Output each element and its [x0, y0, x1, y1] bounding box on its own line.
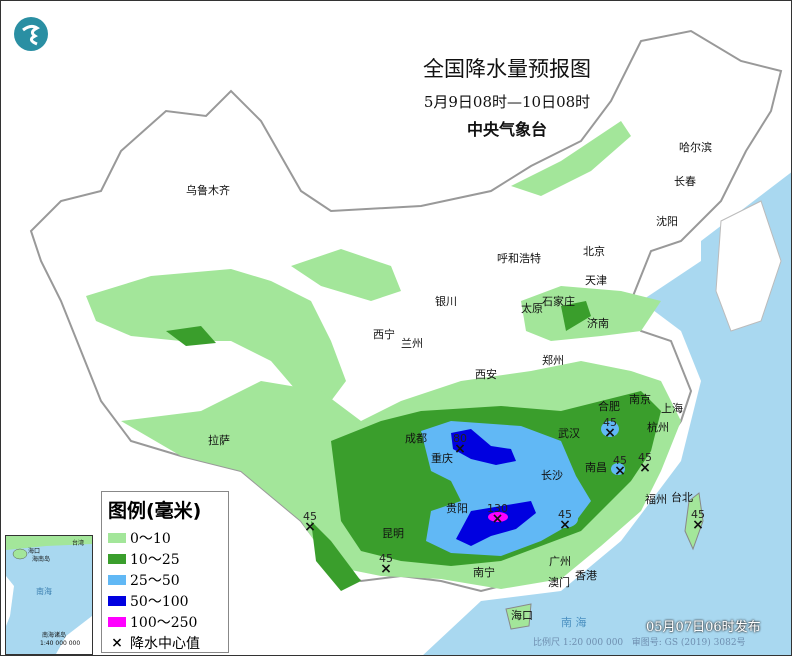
city-label: 南京 — [629, 393, 651, 406]
city-label: 广州 — [549, 555, 571, 568]
rain-center: 45 × — [379, 552, 393, 577]
city-label: 西宁 — [373, 328, 395, 341]
taiwan-island — [684, 492, 704, 551]
sea — [423, 172, 791, 655]
city-label: 银川 — [435, 295, 457, 308]
agency: 中央气象台 — [466, 120, 547, 139]
x-marker-icon: × — [111, 634, 123, 651]
city-label: 南宁 — [473, 566, 495, 579]
x-marker-icon: × — [304, 519, 316, 535]
rain-0-10-northeast — [511, 121, 631, 196]
city-label: 沈阳 — [656, 215, 678, 228]
rain-0-10-west — [86, 269, 346, 401]
city-label: 呼和浩特 — [497, 252, 541, 265]
x-marker-icon: × — [604, 425, 616, 441]
city-label: 福州 — [645, 493, 667, 506]
inset-label: 南海诸岛 — [42, 632, 67, 639]
city-label: 海口 — [511, 609, 533, 622]
legend: 图例(毫米) 0～10 10～25 25～50 50～100 100～250 ×… — [101, 491, 229, 653]
scale-note: 比例尺 1:20 000 000 审图号: GS (2019) 3082号 — [533, 638, 746, 648]
city-label: 长春 — [674, 175, 696, 188]
rain-25-50-patch — [611, 463, 625, 475]
inset-label: 海口 — [28, 548, 41, 555]
rain-center: 45 × — [691, 508, 705, 533]
south-china-sea-inset: 海口 海南岛 台湾 南海 南海诸岛 1:40 000 000 — [5, 535, 93, 655]
city-label: 重庆 — [431, 452, 453, 465]
x-marker-icon: × — [491, 511, 504, 527]
legend-item: 10～25 — [108, 548, 222, 569]
rain-center: 45 × — [303, 510, 317, 535]
city-label: 长沙 — [541, 469, 563, 482]
inset-label: 台湾 — [72, 540, 85, 547]
city-label: 济南 — [587, 317, 609, 330]
rain-25-50-patch — [601, 421, 619, 437]
korea-peninsula — [715, 200, 782, 332]
cma-logo — [13, 16, 49, 52]
city-label: 郑州 — [542, 354, 564, 367]
city-label: 石家庄 — [542, 295, 575, 308]
rain-25-50-patch — [550, 510, 578, 528]
legend-item: × 降水中心值 — [108, 632, 222, 653]
city-label: 杭州 — [647, 421, 669, 434]
x-marker-icon: × — [454, 441, 466, 457]
city-label: 武汉 — [558, 427, 580, 440]
city-label: 贵阳 — [446, 502, 468, 515]
city-label: 南昌 — [585, 461, 607, 474]
city-label: 上海 — [661, 402, 683, 415]
rain-100-250 — [488, 512, 508, 522]
city-label: 天津 — [585, 274, 607, 287]
rain-center: 45 × — [603, 416, 617, 441]
inset-label: 1:40 000 000 — [40, 640, 81, 647]
hainan-island — [505, 603, 532, 630]
x-marker-icon: × — [614, 463, 626, 479]
inset-label: 南海 — [36, 587, 52, 596]
rain-10-25-west — [166, 326, 216, 346]
city-label: 台北 — [671, 491, 693, 504]
city-label: 乌鲁木齐 — [186, 184, 230, 197]
rain-center: 45 × — [613, 454, 627, 479]
rain-50-100-south — [456, 501, 536, 546]
rain-0-10-north — [291, 249, 401, 301]
x-marker-icon: × — [692, 517, 704, 533]
legend-item: 100～250 — [108, 611, 222, 632]
city-label: 香港 — [575, 569, 597, 582]
city-label: 兰州 — [401, 337, 423, 350]
rain-10-25-north — [561, 301, 591, 331]
city-label: 太原 — [521, 302, 543, 315]
rain-center: 45 × — [558, 508, 572, 533]
rain-50-100-north — [451, 429, 516, 465]
map-title: 全国降水量预报图 — [423, 57, 591, 81]
city-label: 昆明 — [382, 527, 404, 540]
city-label: 合肥 — [598, 400, 620, 413]
x-marker-icon: × — [639, 460, 651, 476]
forecast-period: 5月9日08时—10日08时 — [423, 93, 591, 111]
rain-0-10-shandong — [521, 286, 661, 341]
rain-10-25-southwest — [311, 521, 361, 591]
inset-label: 海南岛 — [32, 556, 51, 563]
x-marker-icon: × — [559, 517, 571, 533]
legend-title: 图例(毫米) — [108, 500, 202, 522]
legend-item: 25～50 — [108, 569, 222, 590]
city-label: 北京 — [583, 245, 605, 258]
city-label: 拉萨 — [208, 434, 230, 447]
rain-center: 80 × — [453, 432, 467, 457]
city-label: 澳门 — [548, 576, 570, 589]
legend-item: 50～100 — [108, 590, 222, 611]
legend-item: 0～10 — [108, 527, 222, 548]
sea-label: 南 海 — [561, 616, 587, 629]
x-marker-icon: × — [380, 561, 392, 577]
issue-time: 05月07日06时发布 — [646, 620, 761, 635]
city-label: 哈尔滨 — [679, 141, 712, 154]
city-label: 成都 — [405, 432, 427, 445]
rain-center: 130 × — [487, 502, 508, 527]
city-label: 西安 — [475, 368, 497, 381]
rain-center: 45 × — [638, 451, 652, 476]
